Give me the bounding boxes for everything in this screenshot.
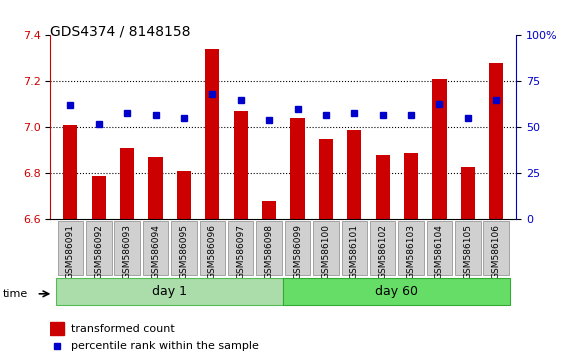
Bar <box>375 155 390 219</box>
FancyBboxPatch shape <box>313 221 339 275</box>
FancyBboxPatch shape <box>86 221 112 275</box>
Bar <box>347 130 361 219</box>
Bar <box>433 79 447 219</box>
Text: GSM586103: GSM586103 <box>407 224 416 279</box>
FancyBboxPatch shape <box>142 221 168 275</box>
Bar <box>489 63 503 219</box>
Text: percentile rank within the sample: percentile rank within the sample <box>71 341 259 351</box>
FancyBboxPatch shape <box>256 221 282 275</box>
Bar <box>50 322 65 335</box>
Text: day 1: day 1 <box>152 285 187 298</box>
Text: time: time <box>3 289 28 299</box>
Text: GSM586095: GSM586095 <box>180 224 188 279</box>
Bar <box>120 148 134 219</box>
FancyBboxPatch shape <box>58 221 83 275</box>
FancyBboxPatch shape <box>200 221 225 275</box>
FancyBboxPatch shape <box>171 221 197 275</box>
FancyBboxPatch shape <box>285 221 310 275</box>
Text: GSM586105: GSM586105 <box>463 224 472 279</box>
Text: GSM586091: GSM586091 <box>66 224 75 279</box>
Bar <box>205 49 219 219</box>
Text: GDS4374 / 8148158: GDS4374 / 8148158 <box>50 25 191 39</box>
Text: GSM586092: GSM586092 <box>94 224 103 279</box>
FancyBboxPatch shape <box>455 221 481 275</box>
Text: GSM586094: GSM586094 <box>151 224 160 279</box>
Text: GSM586102: GSM586102 <box>378 224 387 279</box>
Bar <box>149 157 163 219</box>
Text: GSM586096: GSM586096 <box>208 224 217 279</box>
Text: GSM586093: GSM586093 <box>123 224 132 279</box>
Bar <box>177 171 191 219</box>
Text: GSM586098: GSM586098 <box>265 224 274 279</box>
Text: GSM586104: GSM586104 <box>435 224 444 279</box>
Text: day 60: day 60 <box>375 285 419 298</box>
FancyBboxPatch shape <box>342 221 367 275</box>
Text: GSM586097: GSM586097 <box>236 224 245 279</box>
FancyBboxPatch shape <box>56 278 283 305</box>
Bar <box>233 111 248 219</box>
FancyBboxPatch shape <box>283 278 511 305</box>
Bar <box>319 139 333 219</box>
FancyBboxPatch shape <box>370 221 396 275</box>
Bar <box>461 166 475 219</box>
FancyBboxPatch shape <box>398 221 424 275</box>
Bar <box>91 176 106 219</box>
FancyBboxPatch shape <box>228 221 254 275</box>
Bar <box>262 201 276 219</box>
FancyBboxPatch shape <box>427 221 452 275</box>
Text: GSM586101: GSM586101 <box>350 224 359 279</box>
Text: transformed count: transformed count <box>71 324 175 333</box>
Bar <box>291 118 305 219</box>
Text: GSM586099: GSM586099 <box>293 224 302 279</box>
FancyBboxPatch shape <box>114 221 140 275</box>
Bar <box>404 153 418 219</box>
Text: GSM586106: GSM586106 <box>492 224 501 279</box>
Bar <box>63 125 77 219</box>
FancyBboxPatch shape <box>484 221 509 275</box>
Text: GSM586100: GSM586100 <box>321 224 330 279</box>
